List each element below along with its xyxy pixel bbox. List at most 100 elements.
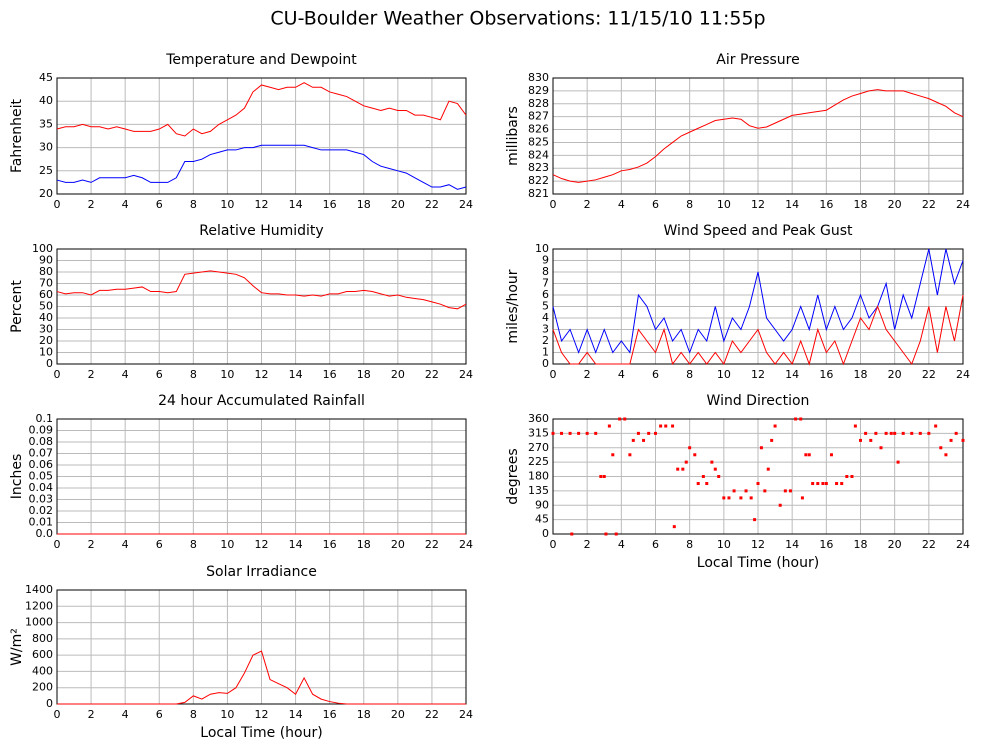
y-tick-label: 270 [528,441,549,454]
data-point [672,525,676,529]
x-tick-label: 16 [819,538,833,551]
y-tick-label: 826 [528,123,549,136]
data-line [57,650,466,705]
x-tick-label: 12 [255,538,269,551]
data-point [944,453,948,457]
x-tick-label: 14 [785,368,799,381]
data-point [889,431,893,435]
y-tick-label: 830 [528,71,549,84]
data-point [710,460,714,464]
data-point [927,431,931,435]
x-tick-label: 18 [854,368,868,381]
x-tick-label: 2 [88,368,95,381]
data-point [783,489,787,493]
y-tick-label: 821 [528,187,549,200]
y-tick-label: 3 [542,323,549,336]
x-tick-label: 22 [425,538,439,551]
y-tick-label: 90 [39,254,53,267]
data-point [811,482,815,486]
data-point [602,475,606,478]
data-point [594,431,598,435]
data-point [763,489,767,493]
y-tick-label: 225 [528,455,549,468]
x-tick-label: 2 [88,198,95,211]
y-tick-label: 50 [39,300,53,313]
y-tick-label: 0 [542,357,549,370]
x-tick-label: 14 [289,708,303,721]
data-point [568,431,572,435]
data-point [910,431,914,435]
y-tick-label: 0 [46,697,53,710]
y-axis-label: millibars [505,106,521,166]
data-point [954,431,958,435]
data-point [794,417,798,421]
x-tick-label: 12 [255,368,269,381]
x-tick-label: 6 [156,198,163,211]
data-point [766,467,770,471]
y-axis-label: Inches [9,454,25,499]
x-tick-label: 22 [922,538,936,551]
chart-title: Air Pressure [716,52,799,68]
x-tick-label: 12 [751,198,765,211]
x-tick-label: 6 [652,538,659,551]
x-tick-label: 24 [459,198,473,211]
data-point [599,475,603,478]
data-point [739,496,743,500]
y-tick-label: 8 [542,265,549,278]
data-line [552,248,964,354]
y-tick-label: 20 [39,334,53,347]
data-point [618,417,622,421]
plot-frame [56,77,467,195]
x-tick-label: 6 [652,198,659,211]
data-point [570,532,574,536]
data-point [949,438,953,442]
y-tick-label: 10 [39,346,53,359]
x-tick-label: 0 [54,368,61,381]
x-tick-label: 4 [122,368,129,381]
plot-frame [56,248,467,365]
x-tick-label: 0 [550,538,557,551]
x-tick-label: 6 [652,368,659,381]
data-line [56,270,467,310]
x-tick-label: 10 [220,538,234,551]
data-point [788,489,792,493]
x-tick-label: 16 [323,708,337,721]
plot-frame [552,418,964,535]
y-tick-label: 7 [542,277,549,290]
data-point [753,518,757,522]
x-axis-label: Local Time (hour) [200,725,322,741]
chart-title: Temperature and Dewpoint [165,52,357,68]
x-tick-label: 16 [323,368,337,381]
data-point [829,453,833,457]
y-tick-label: 825 [528,135,549,148]
x-tick-label: 22 [922,368,936,381]
data-point [804,453,808,457]
x-tick-label: 14 [289,538,303,551]
x-tick-label: 4 [618,368,625,381]
data-point [939,446,943,450]
data-point [874,431,878,435]
x-tick-label: 24 [459,368,473,381]
y-tick-label: 10 [535,242,549,255]
x-tick-label: 14 [289,368,303,381]
y-tick-label: 90 [535,498,549,511]
data-point [585,431,589,435]
data-point [688,446,692,450]
y-tick-label: 0.06 [29,458,54,471]
x-tick-label: 10 [717,368,731,381]
data-point [918,431,922,435]
y-tick-label: 0.02 [29,504,54,517]
x-tick-label: 14 [785,198,799,211]
y-tick-label: 20 [39,187,53,200]
y-tick-label: 1400 [25,583,53,596]
data-point [713,467,717,471]
x-tick-label: 12 [255,198,269,211]
x-tick-label: 6 [156,708,163,721]
y-tick-label: 0 [46,357,53,370]
x-tick-label: 22 [425,708,439,721]
data-point [756,482,760,486]
y-tick-label: 823 [528,161,549,174]
y-tick-label: 5 [542,300,549,313]
x-tick-label: 18 [357,708,371,721]
